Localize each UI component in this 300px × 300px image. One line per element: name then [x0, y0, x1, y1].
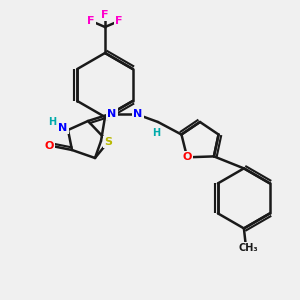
Text: O: O	[44, 141, 54, 151]
Text: N: N	[107, 109, 117, 119]
Text: H: H	[48, 117, 56, 127]
Text: N: N	[134, 109, 142, 119]
Text: N: N	[107, 109, 117, 119]
Text: N: N	[58, 123, 68, 133]
Text: F: F	[101, 10, 109, 20]
Text: F: F	[87, 16, 95, 26]
Text: H: H	[48, 117, 56, 127]
Text: O: O	[182, 152, 192, 162]
Text: N: N	[58, 123, 68, 133]
Text: N: N	[134, 109, 142, 119]
Text: O: O	[182, 152, 192, 162]
Text: F: F	[115, 16, 123, 26]
Text: S: S	[104, 137, 112, 147]
Text: H: H	[152, 128, 160, 138]
Text: O: O	[44, 141, 54, 151]
Text: H: H	[152, 128, 160, 138]
Text: CH₃: CH₃	[238, 243, 258, 254]
Text: S: S	[104, 137, 112, 147]
